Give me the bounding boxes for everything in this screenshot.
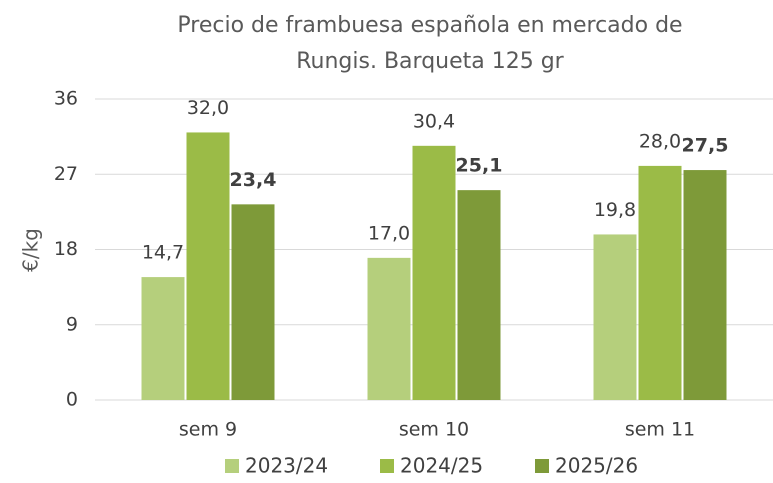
y-tick-label: 36 <box>54 88 78 110</box>
bar <box>412 145 456 400</box>
legend-label: 2023/24 <box>245 454 328 478</box>
data-label: 25,1 <box>456 155 503 177</box>
data-label: 28,0 <box>639 130 681 152</box>
y-axis-label: €/kg <box>19 228 43 272</box>
legend-swatch <box>225 459 239 473</box>
data-label: 27,5 <box>682 135 729 157</box>
legend-swatch <box>380 459 394 473</box>
data-label: 23,4 <box>230 169 277 191</box>
x-tick-label: sem 11 <box>625 419 695 441</box>
bar <box>186 132 230 400</box>
y-tick-label: 18 <box>54 238 78 260</box>
bar <box>141 277 185 400</box>
x-tick-label: sem 10 <box>399 419 469 441</box>
bar <box>638 165 682 400</box>
y-tick-label: 27 <box>54 163 78 185</box>
legend-swatch <box>535 459 549 473</box>
y-tick-label: 9 <box>66 313 78 335</box>
legend-label: 2025/26 <box>555 454 638 478</box>
x-tick-label: sem 9 <box>179 419 237 441</box>
data-label: 14,7 <box>142 242 184 264</box>
bar <box>593 234 637 400</box>
y-tick-label: 0 <box>66 389 78 411</box>
chart-title: Precio de frambuesa española en mercado … <box>177 13 683 74</box>
bar <box>683 170 727 400</box>
data-label: 17,0 <box>368 222 410 244</box>
bar <box>231 204 275 400</box>
bar <box>457 190 501 400</box>
data-label: 30,4 <box>413 110 455 132</box>
data-label: 32,0 <box>187 97 229 119</box>
bar <box>367 257 411 400</box>
data-label: 19,8 <box>594 199 636 221</box>
legend-label: 2024/25 <box>400 454 483 478</box>
